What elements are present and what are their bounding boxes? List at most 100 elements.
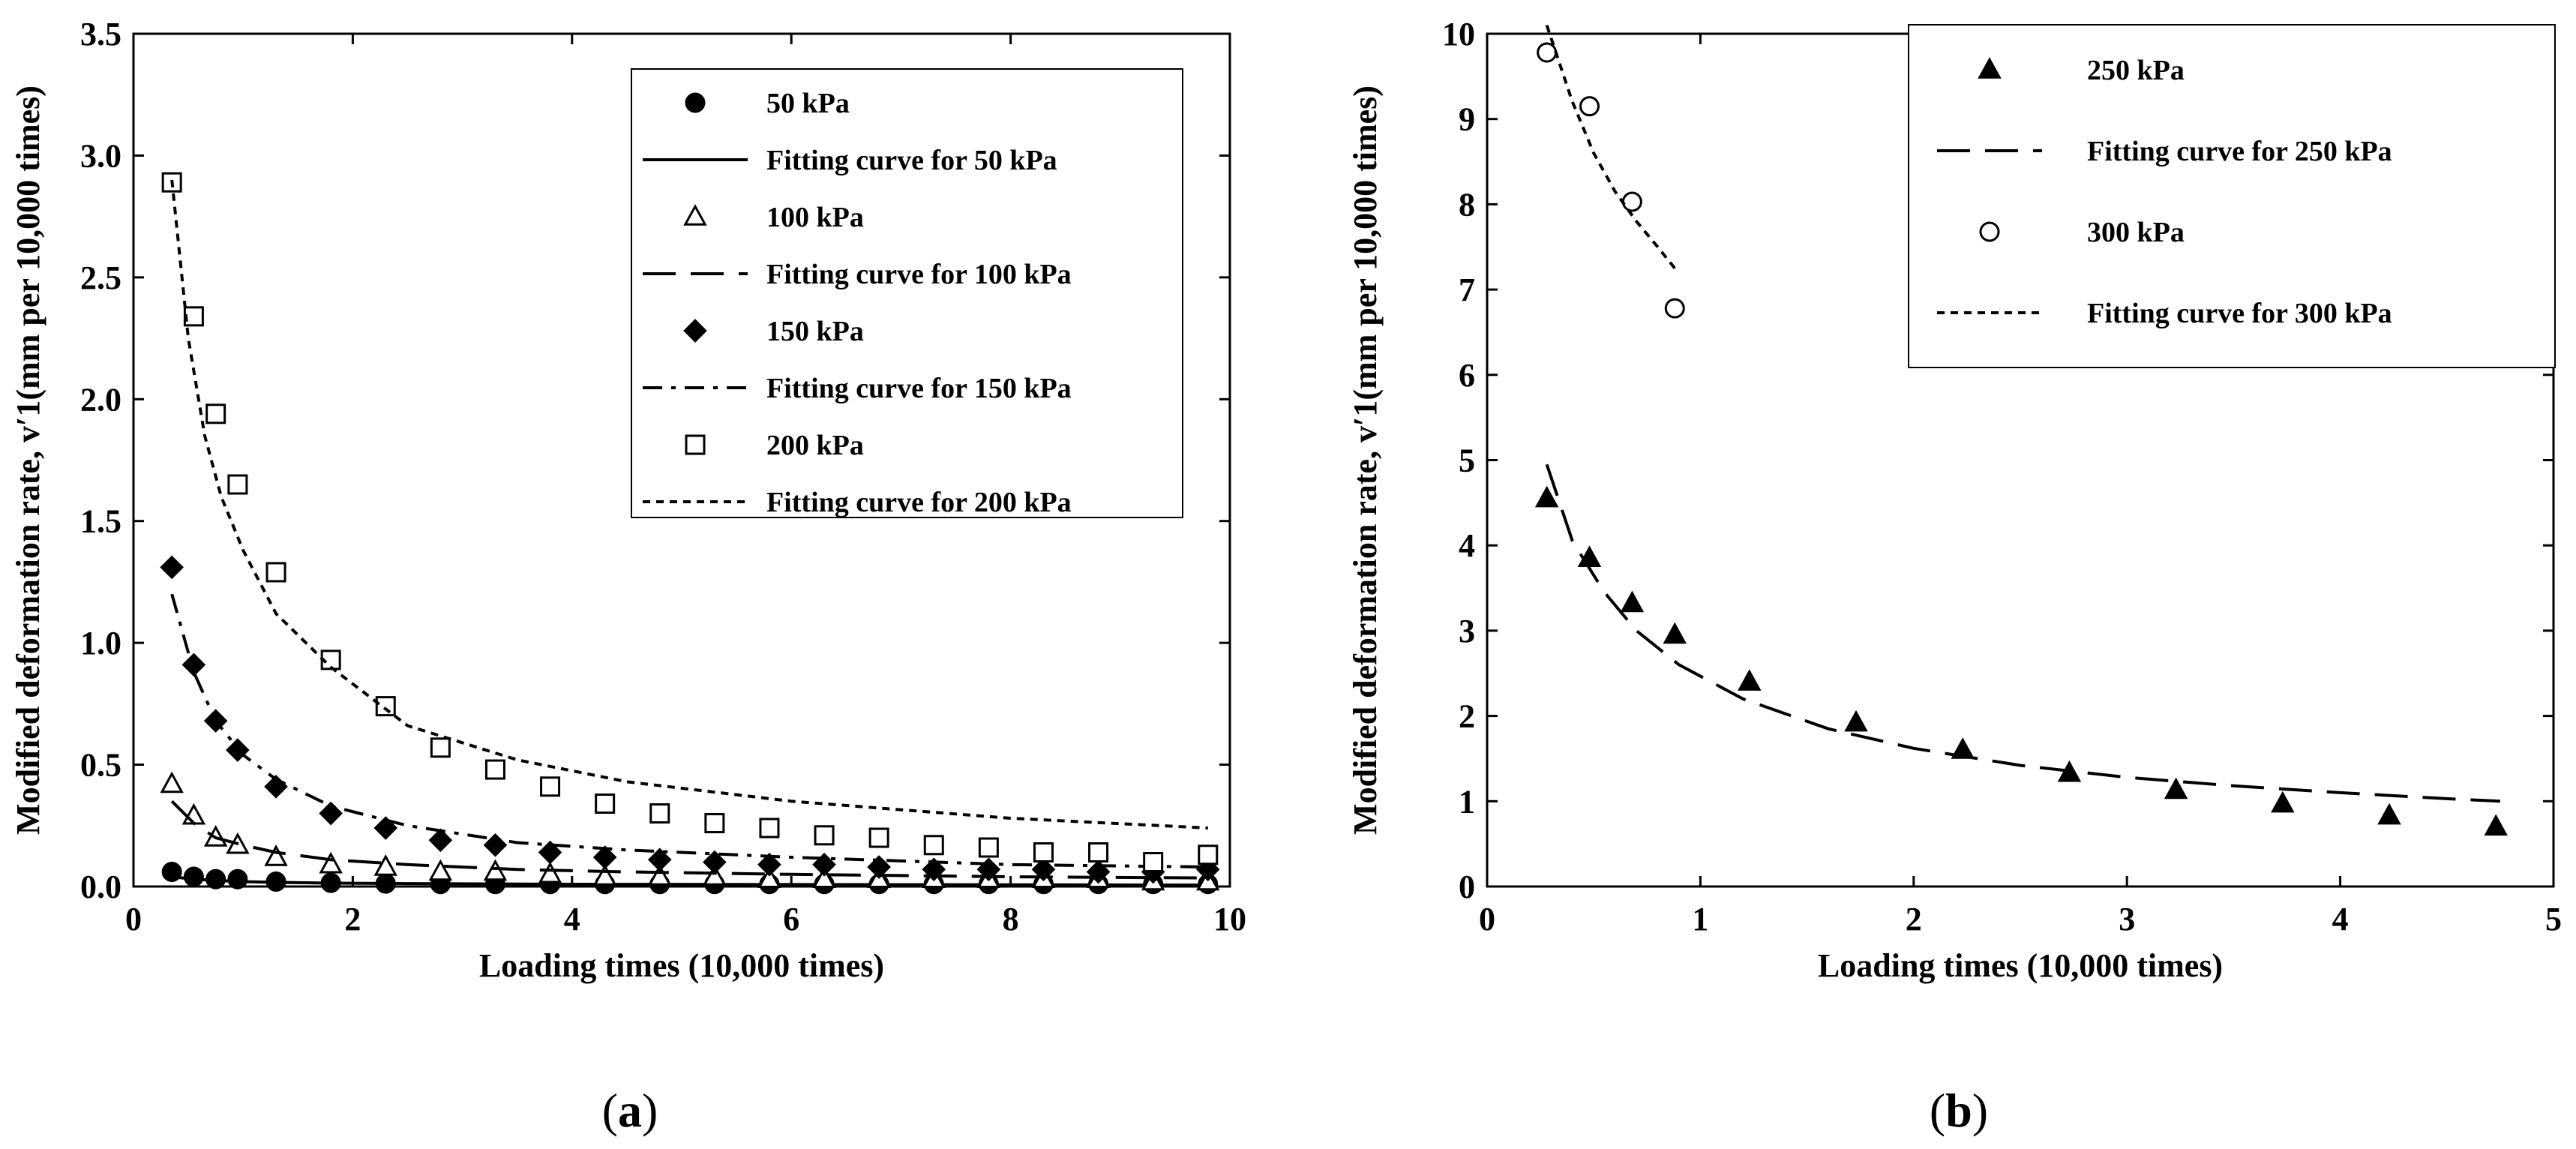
- x-tick-label: 4: [2332, 901, 2349, 938]
- y-tick-label: 2: [1459, 698, 1475, 735]
- legend-marker-symbol: [1978, 57, 2002, 79]
- legend-item-50-kpa: 50 kPa: [685, 88, 850, 119]
- data-point: [1663, 622, 1687, 644]
- x-tick-label: 5: [2545, 901, 2562, 938]
- y-tick-label: 4: [1459, 527, 1475, 564]
- data-point: [538, 840, 562, 865]
- y-tick-label: 3: [1459, 613, 1475, 650]
- legend-marker-symbol: [685, 92, 706, 113]
- legend-item-fitting-curve-for-100-kpa: Fitting curve for 100 kPa: [643, 259, 1072, 290]
- data-point: [1031, 857, 1056, 882]
- y-axis-label: Modified deformation rate, v′1(mm per 10…: [10, 86, 46, 835]
- data-point: [2164, 777, 2188, 800]
- legend-item-100-kpa: 100 kPa: [683, 202, 864, 233]
- data-point: [484, 759, 505, 780]
- legend-item-200-kpa: 200 kPa: [685, 430, 864, 461]
- legend-label: Fitting curve for 300 kPa: [2087, 298, 2392, 329]
- fit-line: [170, 800, 1208, 880]
- legend-label: Fitting curve for 100 kPa: [766, 259, 1072, 290]
- legend-item-300-kpa: 300 kPa: [1979, 217, 2185, 248]
- y-tick-label: 9: [1459, 101, 1475, 138]
- legend-item-fitting-curve-for-300-kpa: Fitting curve for 300 kPa: [1937, 298, 2392, 329]
- data-point: [1621, 191, 1642, 212]
- panel-caption: (b): [1930, 1084, 1988, 1137]
- panel-caption: (a): [602, 1084, 658, 1137]
- legend-label: Fitting curve for 200 kPa: [766, 487, 1072, 518]
- data-point: [595, 794, 616, 814]
- series-fitting-curve-for-100-kpa: [170, 800, 1208, 880]
- data-point: [923, 835, 944, 856]
- data-point: [648, 864, 672, 886]
- legend-marker-symbol: [683, 319, 707, 343]
- data-point: [227, 474, 248, 495]
- data-point: [1620, 590, 1645, 613]
- data-point: [812, 866, 836, 888]
- data-point: [704, 813, 725, 834]
- data-point: [375, 696, 396, 717]
- plot-frame: [132, 32, 1231, 888]
- data-point: [373, 854, 397, 876]
- y-tick-label: 3.0: [80, 137, 121, 174]
- x-axis-label: Loading times (10,000 times): [1818, 947, 2223, 984]
- series-fitting-curve-for-250-kpa: [1545, 464, 2500, 803]
- data-point: [1664, 298, 1685, 319]
- data-point: [428, 859, 453, 881]
- data-point: [430, 737, 451, 758]
- series-fitting-curve-for-200-kpa: [170, 179, 1208, 830]
- series-fitting-curve-for-150-kpa: [170, 593, 1208, 868]
- data-point: [1537, 42, 1558, 63]
- data-point: [319, 851, 343, 874]
- data-point: [1143, 852, 1164, 873]
- data-point: [1844, 710, 1868, 732]
- legend-box: [1908, 24, 2556, 368]
- data-point: [647, 848, 672, 872]
- series-150-kpa: [160, 555, 1220, 884]
- legend-marker-symbol: [683, 204, 707, 226]
- data-point: [1738, 669, 1762, 691]
- y-tick-label: 1.5: [80, 503, 121, 540]
- data-point: [922, 857, 946, 882]
- data-point: [227, 868, 248, 890]
- y-tick-label: 1.0: [80, 625, 121, 662]
- data-point: [160, 771, 184, 794]
- y-tick-label: 1: [1459, 783, 1475, 820]
- x-tick-label: 0: [125, 901, 142, 938]
- series-fitting-curve-for-300-kpa: [1545, 24, 1676, 269]
- data-point: [483, 859, 508, 881]
- data-point: [1033, 842, 1054, 863]
- series-200-kpa: [161, 172, 1219, 873]
- y-tick-label: 2.0: [80, 381, 121, 418]
- data-point: [757, 852, 781, 877]
- legend-item-250-kpa: 250 kPa: [1978, 55, 2185, 86]
- x-tick-label: 10: [1213, 901, 1246, 938]
- y-tick-label: 0.5: [80, 747, 121, 784]
- legend-marker-symbol: [685, 434, 706, 455]
- fit-line: [1545, 24, 1676, 269]
- fit-line: [170, 593, 1208, 868]
- data-point: [183, 866, 204, 887]
- data-point: [1198, 844, 1219, 866]
- y-axis-label: Modified deformation rate, v′1(mm per 10…: [1347, 86, 1384, 835]
- series-300-kpa: [1537, 42, 1685, 319]
- panel-a-chart: 0 2 4 6 8 10 0.0 0.5 1.0 1.5 2.0 2.5 3.0 3.5 Loading t…: [10, 16, 1246, 1137]
- x-tick-label: 0: [1479, 901, 1495, 938]
- data-point: [319, 801, 343, 826]
- data-point: [373, 816, 398, 840]
- x-tick-label: 6: [783, 901, 799, 938]
- data-point: [592, 864, 617, 886]
- data-point: [205, 404, 226, 424]
- data-point: [978, 837, 999, 858]
- data-point: [264, 844, 288, 866]
- data-point: [703, 850, 727, 874]
- data-point: [1951, 737, 1975, 759]
- y-tick-label: 8: [1459, 186, 1475, 223]
- legend-label: 150 kPa: [766, 316, 864, 347]
- y-tick-label: 7: [1459, 272, 1475, 308]
- data-point: [812, 852, 836, 877]
- data-point: [181, 652, 206, 677]
- legend-label: 300 kPa: [2087, 217, 2185, 248]
- legend-label: Fitting curve for 250 kPa: [2087, 136, 2392, 167]
- data-point: [2484, 814, 2508, 836]
- legend-marker-symbol: [1979, 221, 2000, 242]
